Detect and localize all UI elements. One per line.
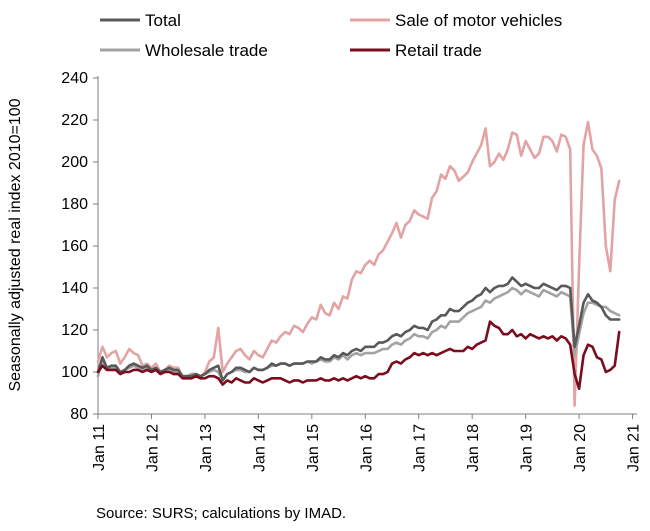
y-axis-title: Seasonally adjusted real index 2010=100 xyxy=(7,98,24,391)
y-tick-label: 100 xyxy=(61,364,88,381)
series-line-retail-trade xyxy=(96,320,621,391)
y-tick-label: 180 xyxy=(61,196,88,213)
x-tick-label: Jan 11 xyxy=(91,424,108,471)
x-tick-label: Jan 12 xyxy=(144,424,161,472)
x-tick-label: Jan 20 xyxy=(572,424,589,472)
legend-label-retail-trade: Retail trade xyxy=(395,41,482,60)
series-line-total xyxy=(96,276,621,382)
legend-label-wholesale-trade: Wholesale trade xyxy=(145,41,268,60)
x-tick-label: Jan 18 xyxy=(465,424,482,472)
source-note: Source: SURS; calculations by IMAD. xyxy=(96,505,347,522)
legend-label-total: Total xyxy=(145,11,181,30)
x-tick-label: Jan 16 xyxy=(358,424,375,472)
x-tick-label: Jan 17 xyxy=(412,424,429,472)
x-tick-label: Jan 21 xyxy=(626,424,643,472)
legend-label-sale-of-motor-vehicles: Sale of motor vehicles xyxy=(395,11,562,30)
axes: 80 100 120 140 160 180 200 220 240 Jan 11 Jan 12 Ja… xyxy=(61,70,642,472)
y-tick-label: 200 xyxy=(61,154,88,171)
legend: Total Sale of motor vehicles Wholesale tra… xyxy=(100,11,562,60)
y-tick-label: 240 xyxy=(61,70,88,87)
y-tick-label: 140 xyxy=(61,280,88,297)
x-tick-label: Jan 13 xyxy=(198,424,215,472)
x-tick-label: Jan 15 xyxy=(305,424,322,472)
y-tick-label: 160 xyxy=(61,238,88,255)
series-group xyxy=(96,120,621,407)
series-line-sale-of-motor-vehicles xyxy=(96,120,621,407)
x-tick-label: Jan 14 xyxy=(251,424,268,472)
x-tick-label: Jan 19 xyxy=(519,424,536,472)
y-tick-label: 80 xyxy=(70,406,88,423)
y-tick-label: 120 xyxy=(61,322,88,339)
y-tick-label: 220 xyxy=(61,112,88,129)
